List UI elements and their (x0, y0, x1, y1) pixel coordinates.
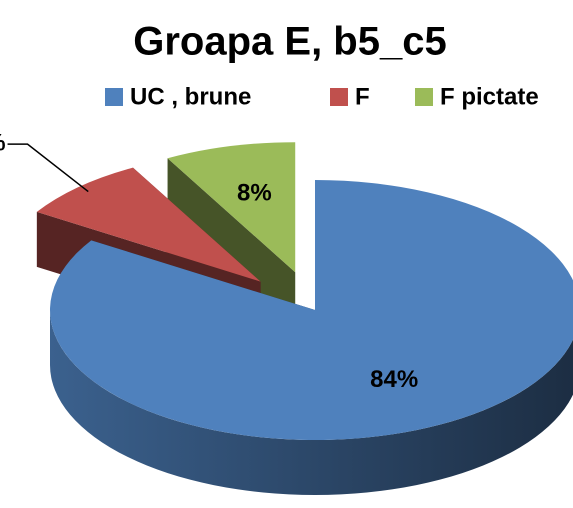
legend-label: UC , brune (130, 83, 251, 110)
chart-title: Groapa E, b5_c5 (133, 20, 446, 64)
pie: 84% 8% 8% (0, 130, 573, 495)
slice (167, 142, 296, 273)
legend-swatch (330, 88, 348, 106)
data-label: 8% (0, 130, 6, 157)
slice-cut-face (167, 158, 296, 328)
leader-line (7, 143, 89, 193)
legend-swatch (105, 88, 123, 106)
slice (50, 180, 573, 440)
slice-side (50, 310, 573, 495)
legend-label: F pictate (440, 83, 539, 110)
data-label: 84% (370, 366, 418, 393)
legend: UC , brune F F pictate (105, 83, 539, 110)
data-label: 8% (237, 180, 272, 207)
legend-label: F (355, 83, 370, 110)
legend-swatch (415, 88, 433, 106)
slice (36, 167, 261, 282)
